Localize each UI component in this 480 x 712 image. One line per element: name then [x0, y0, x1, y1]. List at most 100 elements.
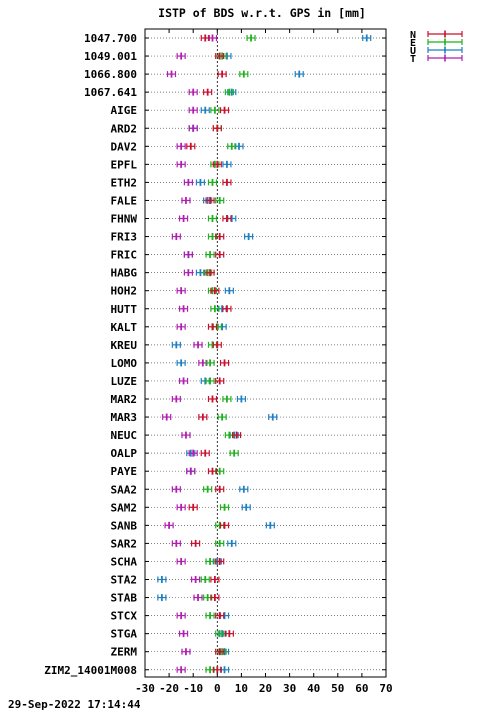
point-n: [207, 395, 218, 403]
station-label: 1067.641: [84, 86, 137, 99]
point-n: [191, 539, 201, 547]
station-label: 1049.001: [84, 50, 137, 63]
point-n: [210, 576, 220, 583]
station-label: KALT: [111, 321, 138, 334]
station-label: NEUC: [111, 429, 138, 442]
station-label: ETH2: [111, 176, 138, 189]
point-t: [176, 323, 186, 331]
legend-label: N: [410, 30, 416, 41]
point-u: [157, 576, 167, 583]
point-t: [176, 612, 186, 620]
point-e: [207, 215, 218, 222]
point-u: [224, 287, 234, 295]
point-e: [229, 449, 239, 457]
station-label: OALP: [111, 447, 138, 460]
point-n: [215, 251, 225, 259]
point-e: [200, 576, 210, 583]
point-n: [215, 52, 225, 60]
point-n: [212, 160, 222, 168]
station-label: MAR3: [111, 411, 138, 424]
point-n: [207, 467, 218, 475]
point-t: [188, 88, 198, 96]
station-label: SAM2: [111, 501, 138, 514]
point-n: [231, 431, 242, 439]
station-label: HUTT: [111, 303, 138, 316]
station-label: KREU: [111, 339, 138, 352]
point-t: [171, 539, 181, 547]
station-label: LUZE: [111, 375, 138, 388]
grid: [145, 37, 386, 671]
x-tick-label: 50: [331, 682, 344, 695]
station-label: STGA: [111, 628, 138, 641]
x-tick-label: -10: [183, 682, 203, 695]
point-t: [178, 215, 189, 222]
point-t: [183, 269, 193, 277]
legend-swatch: [427, 46, 463, 54]
point-t: [191, 576, 201, 583]
point-u: [239, 485, 249, 493]
point-n: [212, 666, 222, 674]
point-n: [219, 521, 230, 529]
x-tick-label: 10: [235, 682, 248, 695]
point-e: [215, 539, 225, 547]
point-u: [241, 503, 251, 511]
point-n: [219, 359, 230, 367]
point-n: [210, 287, 220, 295]
point-u: [176, 359, 186, 367]
point-e: [246, 34, 256, 42]
station-label: LOMO: [111, 357, 138, 370]
station-label: ZERM: [111, 646, 138, 659]
point-n: [210, 594, 220, 602]
point-e: [205, 557, 215, 565]
point-t: [176, 160, 186, 168]
point-n: [186, 142, 196, 150]
point-t: [183, 178, 193, 186]
point-u: [244, 233, 254, 241]
point-e: [205, 377, 215, 385]
point-t: [181, 648, 191, 656]
legend-swatch: [427, 38, 463, 46]
point-n: [222, 215, 232, 222]
point-n: [215, 557, 225, 565]
x-tick-label: 40: [307, 682, 320, 695]
point-t: [176, 666, 186, 674]
station-label: FRI3: [111, 231, 138, 244]
point-n: [205, 196, 215, 204]
point-n: [200, 34, 210, 42]
point-e: [205, 612, 215, 620]
station-labels: 1047.700 1049.001 1066.800 1067.641 AIGE ARD2…: [44, 32, 137, 677]
point-t: [181, 196, 191, 204]
station-label: FHNW: [111, 213, 138, 226]
station-label: STAB: [111, 592, 138, 605]
point-t: [176, 52, 186, 60]
point-n: [215, 648, 225, 656]
station-label: SCHA: [111, 555, 138, 568]
point-t: [188, 449, 198, 457]
legend-swatch: [427, 54, 463, 62]
point-t: [178, 377, 189, 385]
point-u: [200, 106, 210, 114]
point-n: [215, 485, 225, 493]
point-u: [157, 594, 167, 602]
station-label: ZIM2_14001M008: [44, 664, 137, 677]
point-n: [188, 503, 198, 511]
point-t: [193, 594, 203, 602]
point-u: [222, 160, 232, 168]
point-e: [205, 359, 215, 367]
point-e: [227, 142, 237, 150]
point-u: [294, 70, 304, 78]
station-label: SAA2: [111, 483, 138, 496]
point-n: [215, 377, 225, 385]
point-n: [222, 305, 232, 313]
point-e: [239, 70, 249, 78]
point-e: [215, 630, 225, 638]
point-u: [236, 395, 246, 403]
point-e: [219, 503, 230, 511]
point-n: [212, 341, 222, 349]
x-tick-label: 60: [355, 682, 368, 695]
point-e: [205, 251, 215, 259]
station-label: HABG: [111, 267, 138, 280]
point-t: [166, 70, 177, 78]
point-n: [198, 413, 208, 421]
point-e: [217, 413, 227, 421]
